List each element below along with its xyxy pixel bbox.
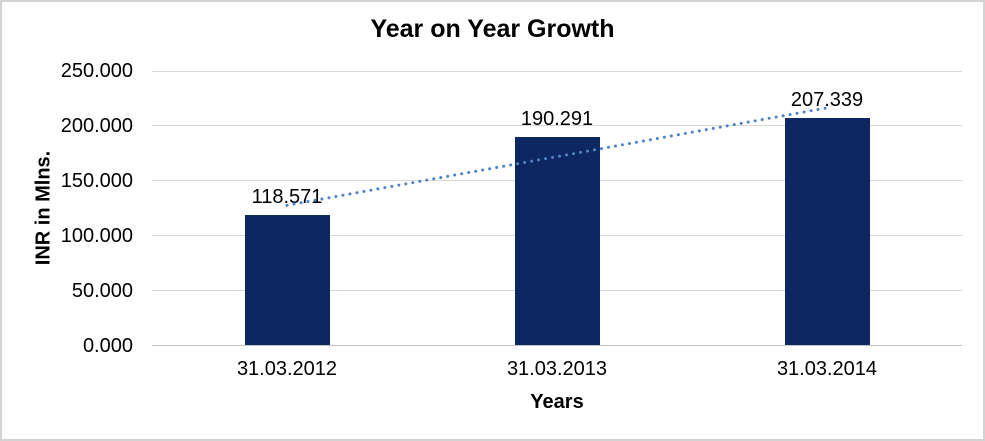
x-tick-label: 31.03.2012: [236, 358, 338, 380]
x-axis-line: [152, 345, 962, 346]
bar-value-label: 207.339: [790, 88, 864, 111]
bar-value-label: 190.291: [520, 107, 594, 130]
y-tick-label: 100.000: [60, 224, 133, 247]
y-tick-label: 200.000: [60, 114, 133, 137]
x-tick-label: 31.03.2013: [506, 358, 608, 380]
y-tick-label: 250.000: [60, 60, 133, 82]
bar: [244, 215, 330, 346]
y-tick-label: 0.000: [82, 334, 133, 357]
x-tick-label: 31.03.2014: [776, 358, 878, 380]
y-tick-label: 50.000: [71, 279, 133, 302]
bar: [784, 117, 870, 346]
x-axis-title: Years: [530, 391, 584, 413]
gridline: [152, 70, 962, 72]
chart-title: Year on Year Growth: [370, 15, 615, 43]
bar-value-label: 118.571: [251, 186, 323, 209]
bar: [514, 136, 600, 346]
y-tick-label: 150.000: [60, 169, 133, 192]
